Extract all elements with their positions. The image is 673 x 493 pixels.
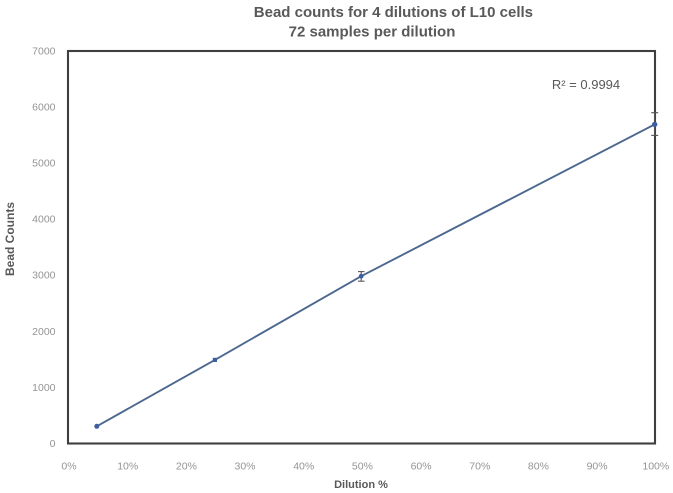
svg-text:72 samples per dilution: 72 samples per dilution [289, 24, 456, 41]
svg-text:7000: 7000 [32, 45, 56, 57]
svg-text:100%: 100% [642, 461, 669, 473]
svg-text:4000: 4000 [32, 214, 56, 226]
svg-text:80%: 80% [528, 461, 549, 473]
svg-text:3000: 3000 [32, 270, 56, 282]
svg-text:Bead Counts: Bead Counts [3, 202, 17, 276]
svg-text:10%: 10% [117, 461, 138, 473]
svg-text:20%: 20% [176, 461, 197, 473]
svg-text:40%: 40% [293, 461, 314, 473]
svg-text:R² = 0.9994: R² = 0.9994 [552, 77, 620, 92]
svg-text:6000: 6000 [32, 102, 56, 114]
svg-text:Dilution %: Dilution % [334, 479, 388, 491]
svg-text:0%: 0% [61, 461, 76, 473]
svg-text:0: 0 [50, 438, 56, 450]
svg-text:5000: 5000 [32, 158, 56, 170]
svg-text:Bead counts for 4 dilutions of: Bead counts for 4 dilutions of L10 cells [254, 4, 533, 21]
svg-text:60%: 60% [411, 461, 432, 473]
svg-text:70%: 70% [469, 461, 490, 473]
svg-text:30%: 30% [234, 461, 255, 473]
svg-text:90%: 90% [587, 461, 608, 473]
svg-text:1000: 1000 [32, 382, 56, 394]
svg-text:2000: 2000 [32, 326, 56, 338]
svg-text:50%: 50% [352, 461, 373, 473]
